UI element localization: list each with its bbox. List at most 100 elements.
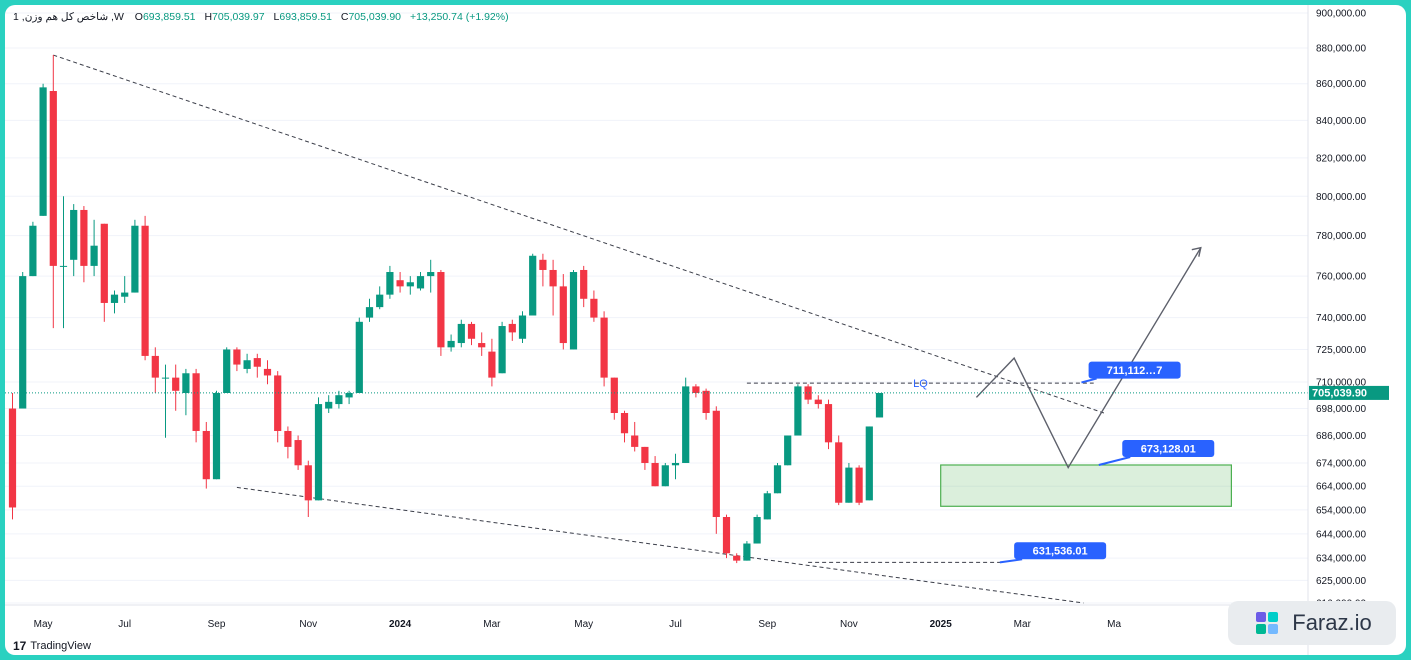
candle-body — [467, 323, 476, 339]
price-tick-label: 800,000.00 — [1316, 192, 1366, 203]
candle — [325, 395, 333, 413]
price-tag-box — [1088, 361, 1181, 379]
candle-body — [580, 269, 588, 299]
candle — [671, 453, 680, 480]
candle-body — [365, 307, 374, 318]
candle — [49, 55, 57, 329]
candle — [784, 435, 792, 466]
candle — [508, 319, 516, 341]
candle-body — [263, 368, 272, 376]
price-tick-label: 644,000.00 — [1316, 529, 1366, 540]
candle-body — [753, 517, 761, 544]
candle-body — [304, 465, 312, 501]
high-label: H — [204, 11, 213, 23]
candle — [478, 332, 486, 356]
price-tag-label: 631,536.01 — [1033, 546, 1088, 558]
candle-body — [253, 358, 261, 367]
candle-body — [671, 462, 680, 466]
price-tick-label: 820,000.00 — [1316, 153, 1366, 164]
candle — [233, 347, 241, 372]
candle — [682, 377, 690, 463]
candle — [845, 462, 853, 503]
symbol-title[interactable]: 1 ,شاخص کل هم وزن ,W — [13, 11, 124, 23]
time-tick-label: Nov — [840, 619, 858, 630]
candle-body — [376, 294, 384, 308]
tradingview-logo[interactable]: 17 TradingView — [13, 639, 91, 653]
candle — [365, 298, 374, 322]
candle — [151, 347, 159, 394]
candle — [712, 406, 720, 534]
time-tick-label: Jul — [669, 619, 682, 630]
last-price-marker — [1309, 385, 1389, 400]
candle-body — [202, 430, 210, 480]
price-chart[interactable]: LQ 705,039.90 711,112…7 673,128.01 631,536.… — [5, 5, 1406, 655]
candle-body — [845, 467, 853, 503]
time-tick-label: Sep — [208, 619, 226, 630]
candle — [539, 253, 547, 287]
change-value: +13,250.74 (+1.92%) — [409, 11, 509, 23]
candle-body — [743, 543, 751, 561]
candle — [702, 388, 710, 420]
candle-body — [498, 326, 506, 374]
candle — [875, 393, 884, 418]
candle — [804, 384, 812, 405]
candle — [559, 274, 567, 350]
candle-body — [559, 286, 567, 344]
candle-body — [427, 272, 435, 277]
candle-body — [406, 282, 414, 287]
candle-body — [49, 90, 57, 266]
price-tick-label: 625,000.00 — [1316, 576, 1366, 587]
candle — [182, 368, 190, 416]
upper-trendline — [53, 54, 1105, 414]
candle — [641, 446, 649, 470]
candle — [549, 259, 557, 316]
candle — [345, 390, 353, 405]
candle — [80, 206, 88, 283]
candle-body — [396, 280, 404, 287]
candle-body — [692, 386, 700, 394]
candle-body — [610, 377, 618, 413]
candle-body — [875, 393, 884, 418]
candle — [192, 368, 200, 443]
candle — [467, 321, 476, 346]
candle — [427, 259, 435, 293]
candle-body — [824, 404, 833, 443]
candle-body — [773, 465, 782, 494]
price-tick-label: 710,000.00 — [1316, 378, 1366, 389]
candle-body — [794, 386, 802, 436]
candle — [631, 421, 639, 452]
candle-body — [447, 340, 455, 348]
price-tick-label: 900,000.00 — [1316, 9, 1366, 20]
candle-body — [620, 412, 629, 434]
time-axis[interactable]: May Jul Sep Nov 2024 Mar May Jul Sep Nov 2025 Mar Ma — [5, 604, 1308, 630]
candle — [304, 460, 312, 518]
candle-body — [110, 294, 119, 303]
price-axis[interactable]: 900,000.00 880,000.00 860,000.00 840,000.00… — [1307, 5, 1366, 655]
projection-path — [975, 247, 1202, 470]
candle-body — [437, 272, 445, 348]
time-tick-label: May — [34, 619, 53, 630]
candle — [773, 462, 782, 494]
candle-body — [865, 426, 873, 501]
candle-body — [121, 292, 129, 297]
candle-body — [600, 317, 608, 378]
brand-badge[interactable]: Faraz.io — [1228, 601, 1396, 645]
projection-arrowhead — [1191, 246, 1202, 257]
candle — [355, 317, 363, 394]
price-tick-label: 634,000.00 — [1316, 554, 1366, 565]
candle — [824, 399, 833, 450]
candle-body — [784, 435, 792, 466]
candle-body — [814, 399, 822, 405]
low-value: 693,859.51 — [279, 11, 332, 23]
open-label: O — [134, 11, 143, 23]
candle-body — [722, 517, 731, 554]
price-tick-label: 860,000.00 — [1316, 79, 1366, 90]
candle — [743, 541, 751, 561]
price-tick-label: 686,000.00 — [1316, 431, 1366, 442]
candle — [274, 371, 282, 443]
candle — [661, 462, 669, 487]
last-price-label: 705,039.90 — [1312, 387, 1367, 399]
close-label: C — [340, 11, 349, 23]
candle — [29, 221, 37, 277]
candle — [396, 272, 404, 293]
